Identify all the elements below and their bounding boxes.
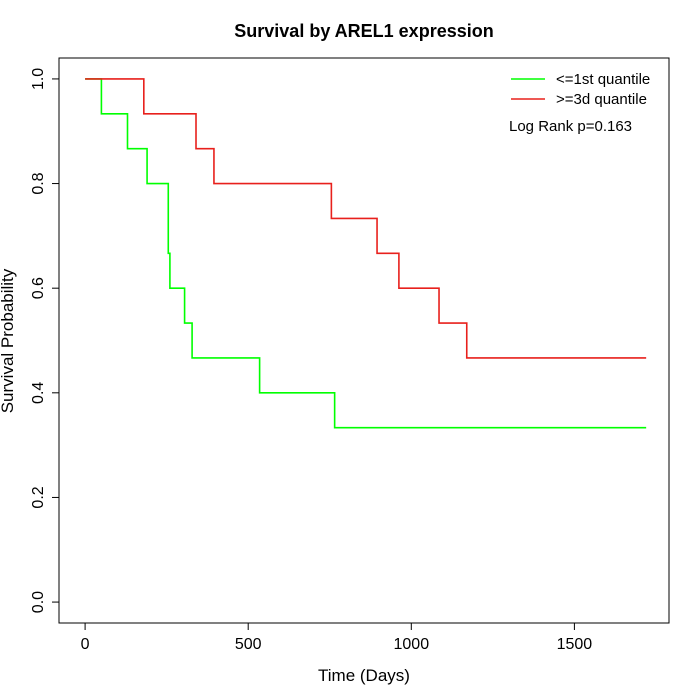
- y-tick-label: 0.6: [30, 277, 47, 299]
- y-tick-label: 1.0: [30, 68, 47, 90]
- x-tick-label: 1000: [394, 636, 430, 653]
- legend-label-high: >=3d quantile: [556, 91, 647, 108]
- x-tick-label: 0: [81, 636, 90, 653]
- legend: <=1st quantile >=3d quantile: [511, 71, 650, 108]
- y-tick-label: 0.4: [30, 382, 47, 404]
- chart-title: Survival by AREL1 expression: [234, 21, 493, 41]
- curve-high-quantile: [85, 78, 647, 359]
- x-axis: 0 500 1000 1500: [81, 623, 593, 653]
- y-tick-label: 0.2: [30, 486, 47, 508]
- x-tick-label: 1500: [557, 636, 593, 653]
- curve-low-quantile: [85, 78, 647, 429]
- y-tick-label: 0.0: [30, 591, 47, 613]
- log-rank-annotation: Log Rank p=0.163: [509, 118, 632, 135]
- x-axis-label: Time (Days): [318, 666, 410, 685]
- survival-curves: [85, 78, 647, 429]
- y-axis-label: Survival Probability: [0, 268, 17, 413]
- x-tick-label: 500: [235, 636, 262, 653]
- plot-frame: [58, 57, 670, 624]
- legend-label-low: <=1st quantile: [556, 71, 650, 88]
- y-tick-label: 0.8: [30, 172, 47, 194]
- y-axis: 0.0 0.2 0.4 0.6 0.8 1.0: [30, 68, 59, 613]
